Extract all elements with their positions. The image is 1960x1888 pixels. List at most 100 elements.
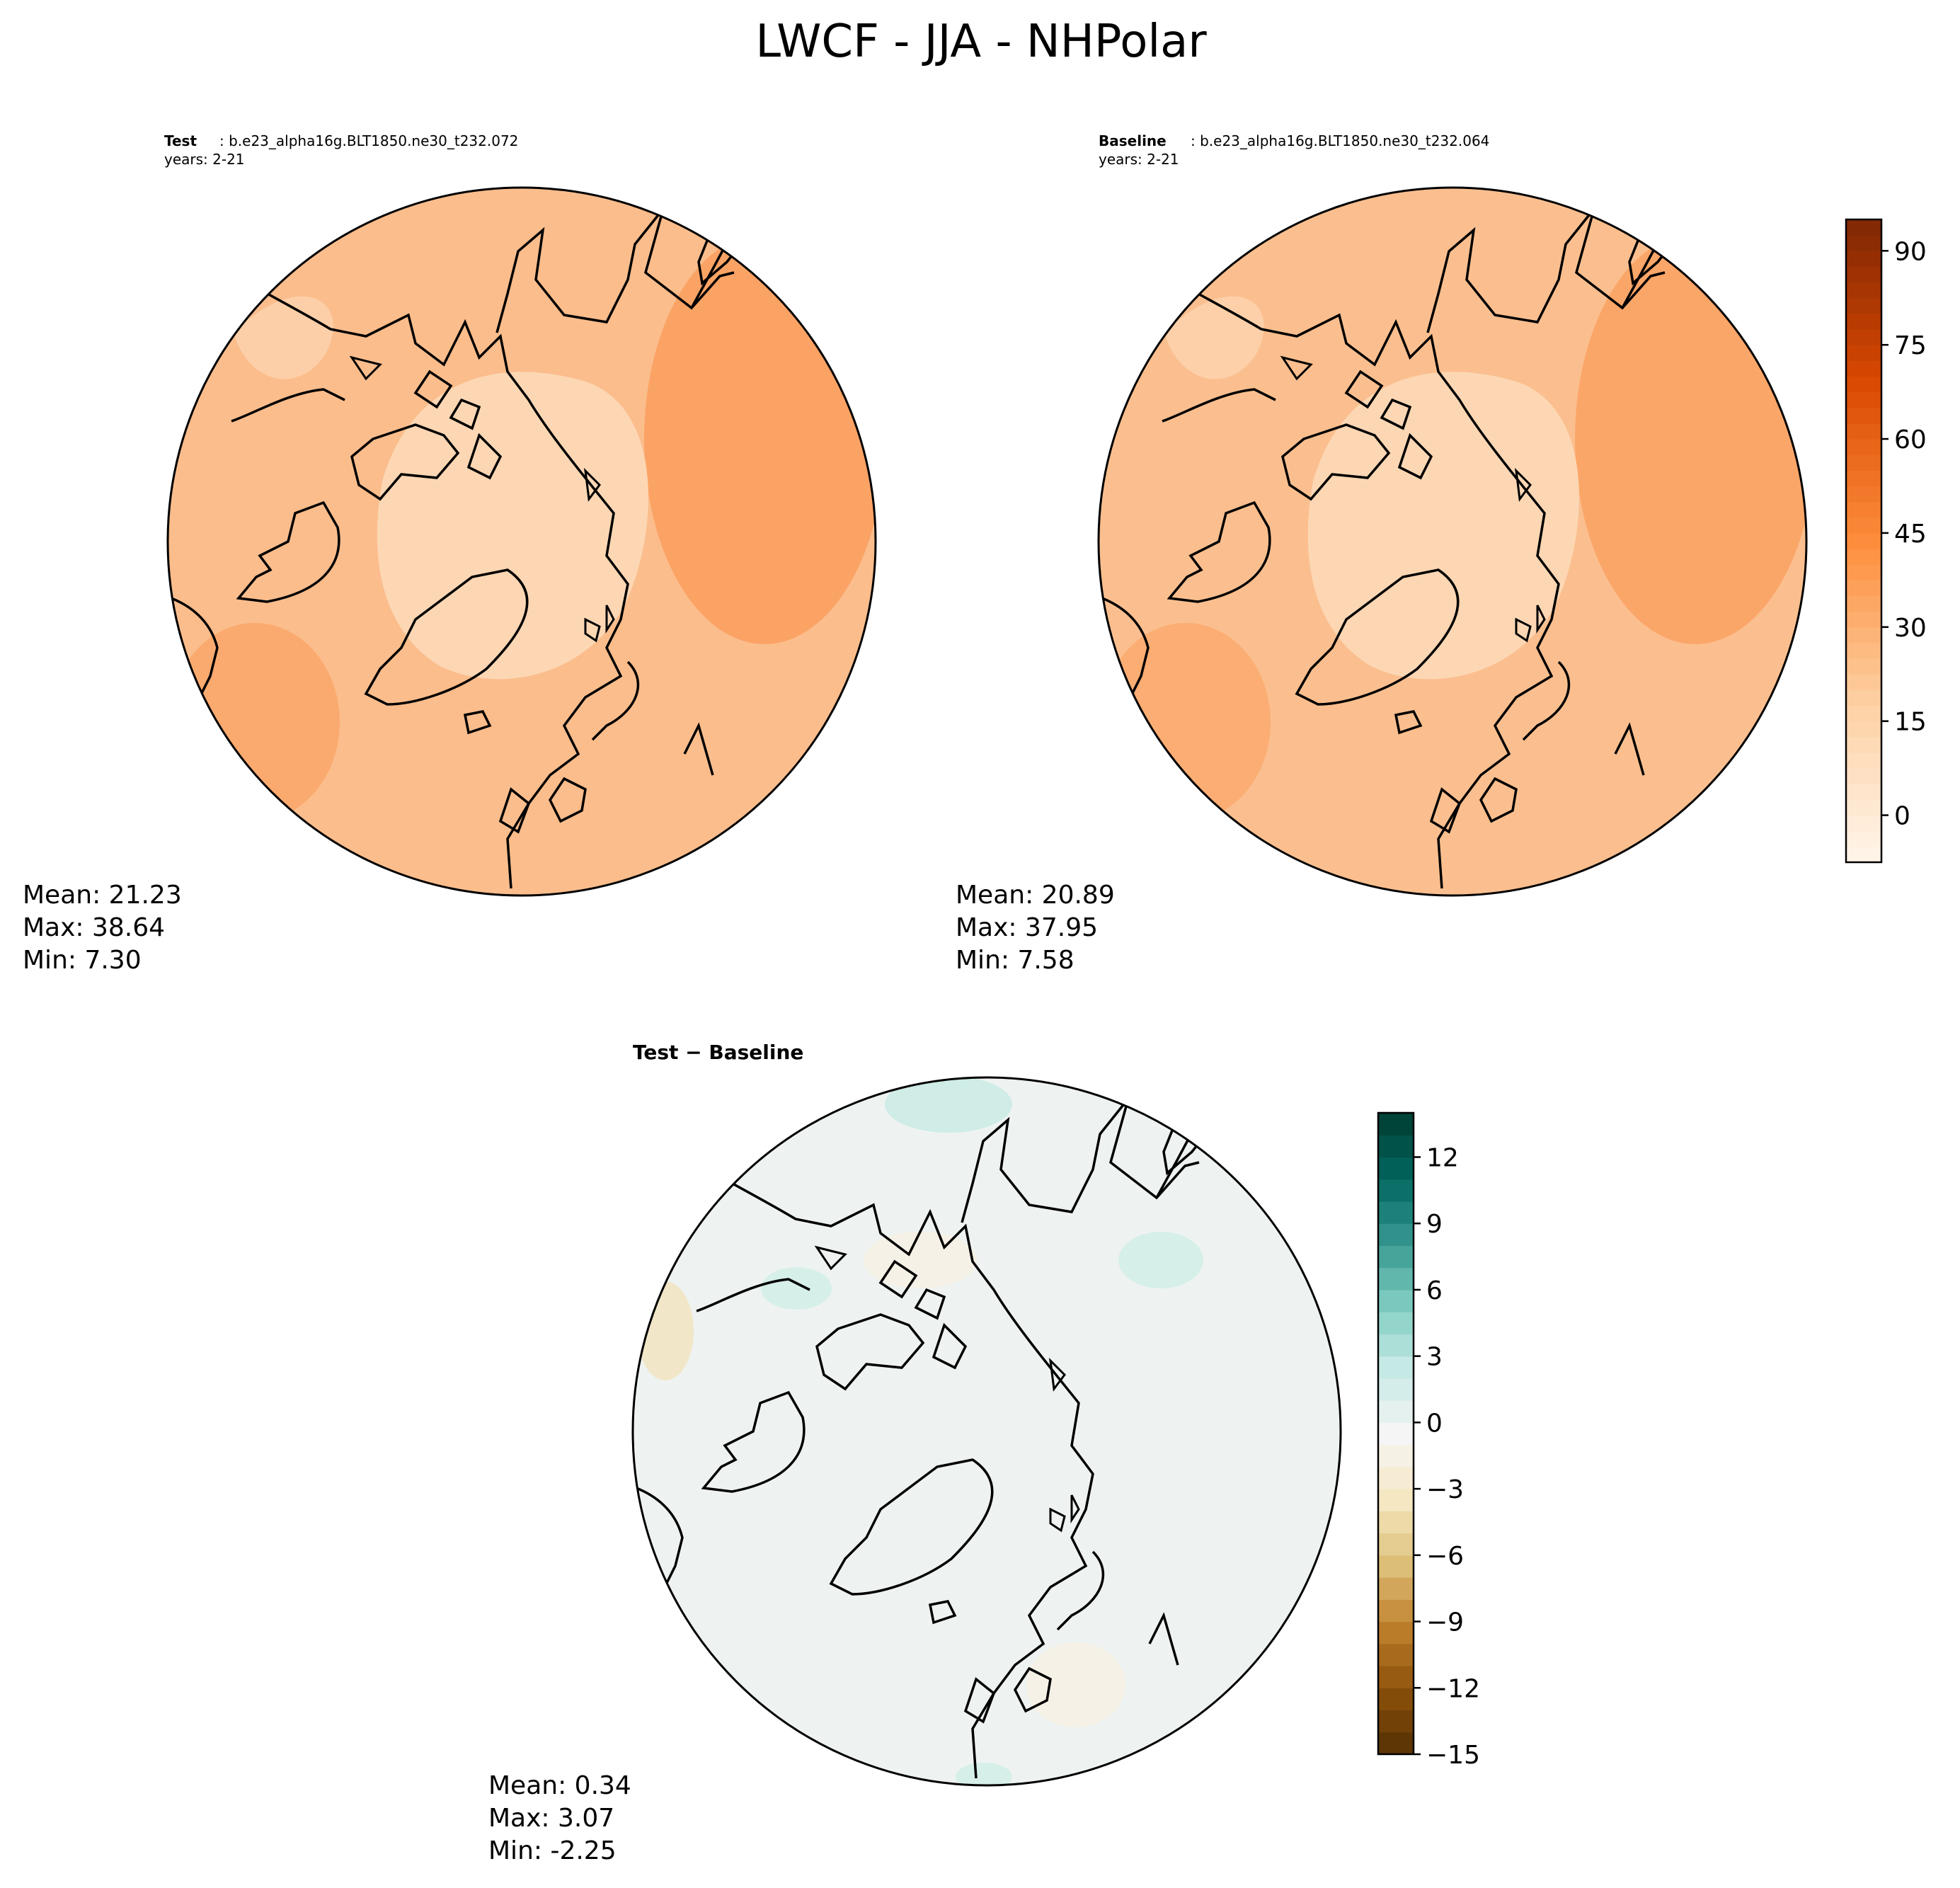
diff-colorbar-frame	[1377, 1111, 1415, 1756]
colorbar-band	[1846, 846, 1881, 863]
colorbar-band	[1378, 1356, 1414, 1379]
main-colorbar-bands	[1846, 219, 1881, 863]
colorbar-band	[1846, 470, 1881, 487]
colorbar-band	[1378, 1732, 1414, 1755]
diff-negative-region-3	[1026, 1642, 1125, 1727]
colorbar-band	[1846, 830, 1881, 847]
colorbar-band	[1846, 595, 1881, 612]
test-label: Test	[164, 132, 197, 149]
colorbar-band	[1846, 266, 1881, 283]
colorbar-band	[1378, 1666, 1414, 1688]
colorbar-band	[1846, 705, 1881, 722]
colorbar-tick-label: 0	[1426, 1409, 1443, 1438]
colorbar-tick-label: 75	[1894, 331, 1927, 360]
diff-map	[633, 1077, 1341, 1785]
diff-stat-mean: Mean: 0.34	[488, 1771, 631, 1800]
diff-negative-region-2	[864, 1232, 977, 1288]
test-panel: Test : b.e23_alpha16g.BLT1850.ne30_t232.…	[23, 132, 877, 975]
diff-positive-region-1	[885, 1077, 1012, 1133]
colorbar-band	[1378, 1289, 1414, 1312]
main-colorbar-ticks: 0 15 30 45 60 75 90	[1881, 237, 1927, 831]
colorbar-band	[1846, 313, 1881, 330]
main-colorbar: 0 15 30 45 60 75 90	[1845, 218, 1927, 864]
colorbar-band	[1846, 627, 1881, 643]
colorbar-tick-label: 15	[1894, 708, 1927, 737]
colorbar-tick-label: 6	[1426, 1276, 1443, 1305]
diff-positive-region-3	[761, 1267, 832, 1310]
colorbar-tick-label: 0	[1894, 802, 1910, 831]
colorbar-band	[1378, 1267, 1414, 1291]
baseline-case-name: : b.e23_alpha16g.BLT1850.ne30_t232.064	[1191, 132, 1489, 149]
test-case-name: : b.e23_alpha16g.BLT1850.ne30_t232.072	[219, 132, 518, 149]
colorbar-band	[1846, 549, 1881, 565]
colorbar-band	[1378, 1113, 1414, 1135]
colorbar-band	[1378, 1422, 1414, 1446]
test-years: years: 2-21	[164, 151, 245, 168]
baseline-warm-region	[1575, 234, 1806, 644]
figure-title: LWCF - JJA - NHPolar	[755, 16, 1207, 68]
colorbar-band	[1846, 674, 1881, 690]
colorbar-band	[1846, 768, 1881, 784]
diff-colorbar-bands	[1378, 1113, 1414, 1755]
test-stat-mean: Mean: 21.23	[23, 881, 182, 910]
colorbar-band	[1846, 407, 1881, 424]
colorbar-band	[1846, 423, 1881, 440]
diff-colorbar: −15 −12 −9 −6 −3 0 3 6 9 12	[1377, 1111, 1480, 1770]
colorbar-band	[1846, 486, 1881, 503]
colorbar-band	[1378, 1710, 1414, 1733]
colorbar-band	[1378, 1334, 1414, 1357]
diff-stat-max: Max: 3.07	[488, 1804, 614, 1833]
test-warm-region-2	[170, 623, 340, 821]
test-stat-max: Max: 38.64	[23, 913, 165, 942]
colorbar-tick-label: −3	[1426, 1475, 1464, 1504]
baseline-map-border	[1097, 186, 1808, 897]
main-colorbar-frame	[1845, 218, 1883, 864]
baseline-panel: Baseline : b.e23_alpha16g.BLT1850.ne30_t…	[956, 132, 1808, 975]
baseline-polar-region	[1307, 372, 1579, 680]
colorbar-band	[1846, 376, 1881, 393]
colorbar-band	[1378, 1599, 1414, 1623]
colorbar-band	[1378, 1511, 1414, 1534]
colorbar-tick-label: −15	[1426, 1741, 1480, 1770]
colorbar-band	[1846, 439, 1881, 455]
diff-map-field	[633, 1077, 1341, 1785]
colorbar-band	[1846, 784, 1881, 801]
test-map-border	[166, 186, 877, 897]
test-stat-min: Min: 7.30	[23, 946, 142, 975]
colorbar-band	[1846, 799, 1881, 816]
colorbar-band	[1378, 1688, 1414, 1711]
baseline-stat-min: Min: 7.58	[956, 946, 1074, 975]
colorbar-band	[1378, 1378, 1414, 1401]
colorbar-band	[1846, 251, 1881, 268]
colorbar-tick-label: 9	[1426, 1210, 1443, 1239]
colorbar-band	[1378, 1179, 1414, 1202]
colorbar-band	[1846, 282, 1881, 299]
colorbar-band	[1378, 1245, 1414, 1269]
colorbar-band	[1846, 329, 1881, 345]
colorbar-tick-label: −9	[1426, 1608, 1464, 1637]
colorbar-band	[1846, 297, 1881, 314]
colorbar-band	[1846, 658, 1881, 675]
colorbar-tick-label: −12	[1426, 1674, 1480, 1703]
colorbar-band	[1846, 752, 1881, 769]
colorbar-band	[1846, 532, 1881, 549]
colorbar-band	[1378, 1489, 1414, 1511]
colorbar-band	[1378, 1223, 1414, 1247]
diff-panel: Test − Baseline Mean: 0.34 Max: 3.07 Min…	[488, 1041, 1342, 1865]
colorbar-band	[1846, 501, 1881, 518]
test-map	[168, 188, 876, 896]
colorbar-band	[1846, 360, 1881, 377]
diff-positive-region-4	[956, 1763, 1012, 1785]
colorbar-band	[1846, 580, 1881, 597]
colorbar-band	[1846, 517, 1881, 534]
colorbar-band	[1846, 391, 1881, 408]
diff-title: Test − Baseline	[633, 1041, 803, 1064]
baseline-label: Baseline	[1099, 132, 1167, 149]
colorbar-tick-label: 90	[1894, 237, 1927, 266]
colorbar-band	[1378, 1466, 1414, 1489]
colorbar-band	[1378, 1555, 1414, 1578]
test-warm-region	[644, 234, 876, 644]
colorbar-band	[1378, 1533, 1414, 1556]
colorbar-tick-label: 30	[1894, 614, 1927, 643]
